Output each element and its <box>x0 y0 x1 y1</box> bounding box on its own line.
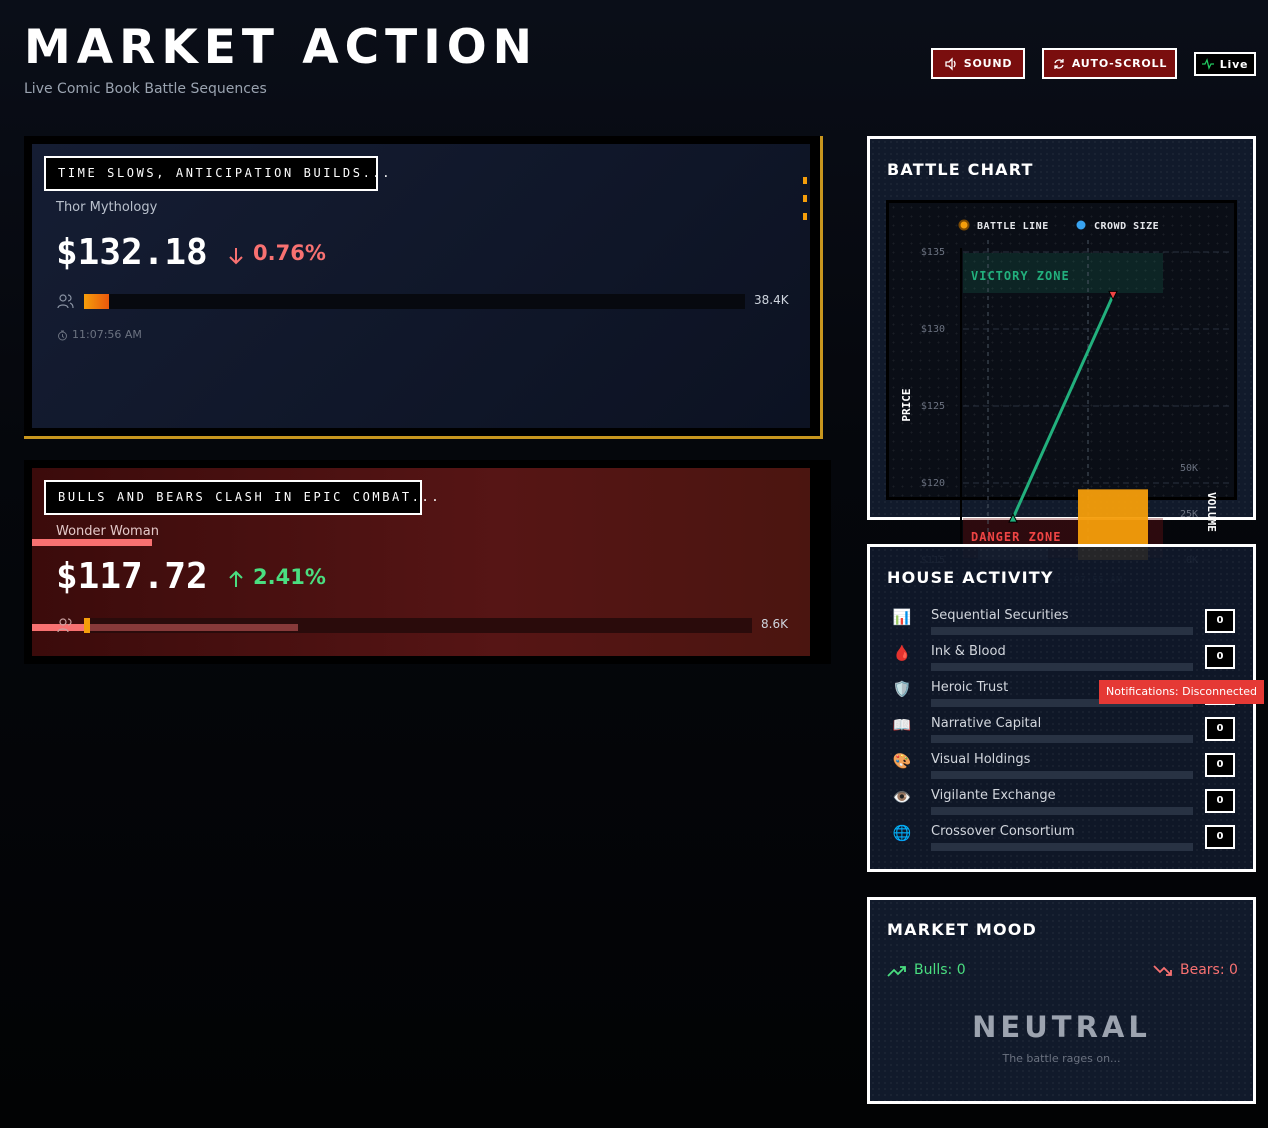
y-tick-label: $130 <box>921 324 945 335</box>
house-name: Crossover Consortium <box>931 824 1075 839</box>
legend-label: BATTLE LINE <box>977 221 1049 232</box>
autoscroll-label: AUTO-SCROLL <box>1071 57 1168 70</box>
house-bar <box>931 843 1193 851</box>
people-icon <box>57 294 74 309</box>
people-icon <box>57 618 72 633</box>
house-icon: 📊 <box>892 608 912 626</box>
decor-dash <box>803 213 807 220</box>
card-change: 0.76% <box>253 241 326 265</box>
plot-area <box>886 200 1237 500</box>
mood-tagline: The battle rages on... <box>1002 1052 1121 1065</box>
panel-title: MARKET MOOD <box>887 920 1038 939</box>
house-bar <box>931 663 1193 671</box>
panel-title: HOUSE ACTIVITY <box>887 568 1054 587</box>
volume-track <box>84 618 752 633</box>
market-mood-panel <box>867 897 1256 1104</box>
house-name: Heroic Trust <box>931 680 1009 695</box>
legend-swatch <box>958 219 970 231</box>
annotation: VICTORY ZONE <box>971 269 1070 283</box>
house-count: 0 <box>1205 789 1235 813</box>
point-marker <box>1008 512 1018 523</box>
house-count: 0 <box>1205 609 1235 633</box>
house-count: 0 <box>1205 717 1235 741</box>
y-tick-label: $135 <box>921 247 945 258</box>
house-bar <box>931 699 1193 707</box>
house-icon: 🌐 <box>892 824 912 842</box>
volume-track <box>84 294 745 309</box>
house-activity-panel <box>867 544 1256 872</box>
house-icon: 🩸 <box>892 644 912 662</box>
house-bar <box>931 771 1193 779</box>
page-subtitle: Live Comic Book Battle Sequences <box>24 81 267 97</box>
house-name: Ink & Blood <box>931 644 1006 659</box>
glitch-bar <box>32 624 86 631</box>
y2-axis-label: VOLUME <box>1205 492 1218 532</box>
glitch-bar <box>32 624 298 631</box>
down-arrow <box>229 248 243 265</box>
y2-tick-label: 50K <box>1180 463 1198 474</box>
y-axis-label: PRICE <box>900 388 913 421</box>
y-tick-label: $125 <box>921 401 945 412</box>
clock-icon <box>58 330 67 341</box>
sound-icon <box>945 56 956 71</box>
card-volume: 8.6K <box>761 617 788 631</box>
page-title: MARKET ACTION <box>24 20 538 75</box>
battle-line <box>1011 294 1115 519</box>
house-icon: 📖 <box>892 716 912 734</box>
y2-tick-label: 25K <box>1180 509 1198 520</box>
house-count: 0 <box>1205 645 1235 669</box>
house-bar <box>931 807 1193 815</box>
autoscroll-button[interactable]: AUTO-SCROLL <box>1042 48 1177 79</box>
legend-label: CROWD SIZE <box>1094 221 1159 232</box>
sound-label: SOUND <box>963 57 1013 70</box>
card-price: $132.18 <box>56 232 208 273</box>
victory-zone <box>963 253 1163 293</box>
bears-count: Bears: 0 <box>1180 962 1238 978</box>
sound-button[interactable]: SOUND <box>931 48 1025 79</box>
house-icon: 👁️ <box>892 788 912 806</box>
house-name: Sequential Securities <box>931 608 1069 623</box>
house-name: Vigilante Exchange <box>931 788 1056 803</box>
notification-toast[interactable]: Notifications: Disconnected <box>1099 680 1264 704</box>
glitch-bar <box>32 539 152 546</box>
autoscroll-icon <box>1054 58 1064 69</box>
card-price: $117.72 <box>56 556 208 597</box>
card-name: Thor Mythology <box>56 200 158 215</box>
card-change: 2.41% <box>253 565 326 589</box>
house-icon: 🛡️ <box>892 680 912 698</box>
card[interactable] <box>32 144 810 428</box>
house-bar <box>931 627 1193 635</box>
card-time: 11:07:56 AM <box>72 328 142 341</box>
bear-icon <box>1153 965 1172 976</box>
volume-fill <box>84 294 109 309</box>
house-name: Visual Holdings <box>931 752 1031 767</box>
card-name: Wonder Woman <box>56 524 159 539</box>
volume-fill <box>84 618 90 633</box>
house-name: Narrative Capital <box>931 716 1042 731</box>
battle-chart: $115$120$125$130$1350K25K50KPRICEVOLUMEV… <box>900 219 1232 586</box>
live-label: Live <box>1219 57 1249 71</box>
bulls-count: Bulls: 0 <box>914 962 966 978</box>
live-button[interactable]: Live <box>1194 52 1256 76</box>
card-volume: 38.4K <box>754 293 789 307</box>
panel-title: BATTLE CHART <box>887 160 1034 179</box>
up-arrow <box>229 570 243 587</box>
card-caption: BULLS AND BEARS CLASH IN EPIC COMBAT... <box>44 480 439 515</box>
house-bar <box>931 735 1193 743</box>
y-tick-label: $120 <box>921 478 945 489</box>
legend-swatch <box>1076 220 1086 230</box>
card-caption: TIME SLOWS, ANTICIPATION BUILDS... <box>44 156 389 191</box>
decor-dash <box>803 195 807 202</box>
mood-label: NEUTRAL <box>972 1010 1151 1044</box>
house-icon: 🎨 <box>892 752 912 770</box>
house-count: 0 <box>1205 825 1235 849</box>
live-icon <box>1201 58 1214 70</box>
point-marker <box>1108 290 1118 301</box>
decor-dash <box>803 177 807 184</box>
bull-icon <box>887 966 906 977</box>
annotation: DANGER ZONE <box>971 530 1061 544</box>
house-count: 0 <box>1205 753 1235 777</box>
